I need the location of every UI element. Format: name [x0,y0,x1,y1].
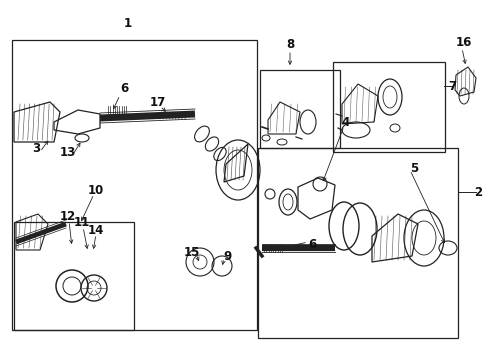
Bar [332,62,444,152]
Text: 5: 5 [409,162,417,175]
Text: 6: 6 [307,238,315,251]
Text: 12: 12 [60,210,76,222]
Text: 4: 4 [341,116,349,129]
Text: 3: 3 [32,141,40,154]
Text: 13: 13 [60,145,76,158]
Text: 11: 11 [74,216,90,229]
Bar [258,148,457,338]
Text: 6: 6 [120,81,128,95]
Text: 1: 1 [123,17,132,30]
Text: 8: 8 [285,37,293,50]
Text: 14: 14 [88,224,104,237]
Text: 16: 16 [455,36,471,49]
Bar [12,40,257,330]
Bar [14,222,134,330]
Text: 17: 17 [149,95,166,108]
Text: 9: 9 [224,249,232,262]
Bar [260,70,339,148]
Text: 10: 10 [88,184,104,197]
Text: 2: 2 [473,185,481,198]
Text: 15: 15 [183,246,200,258]
Text: 7: 7 [447,80,455,93]
